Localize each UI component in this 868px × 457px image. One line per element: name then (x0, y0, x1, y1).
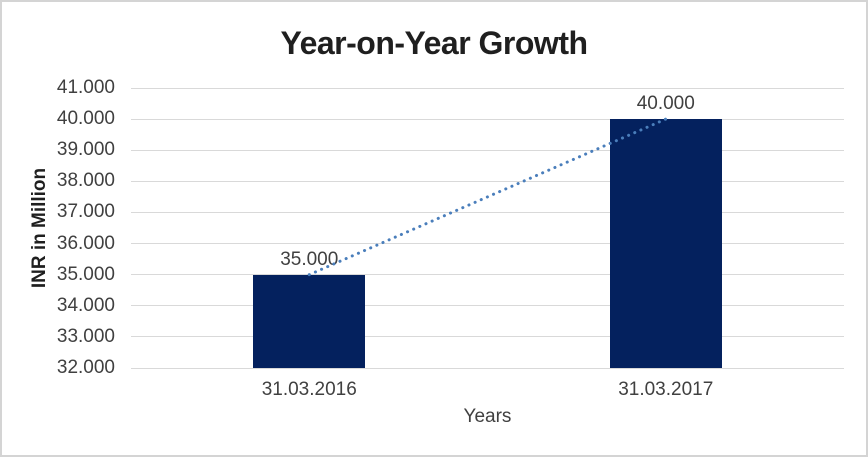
gridline (131, 118, 844, 120)
y-axis-tick-label: 40.000 (56, 108, 115, 130)
y-axis-tick-label: 33.000 (56, 325, 115, 347)
gridline (131, 336, 844, 338)
y-axis-tick-label: 32.000 (56, 357, 115, 378)
gridline (131, 274, 844, 276)
y-axis-tick-label: 36.000 (56, 232, 115, 254)
gridline (131, 149, 844, 151)
y-axis-tick-label: 35.000 (56, 263, 115, 285)
gridline (131, 87, 844, 89)
bar-data-label: 35.000 (280, 248, 339, 270)
gridline (131, 243, 844, 245)
y-axis-tick-label: 39.000 (56, 139, 115, 161)
bar-31.03.2016 (253, 274, 366, 368)
x-axis-tick-label: 31.03.2016 (261, 379, 357, 400)
gridline (131, 305, 844, 307)
gridline (131, 180, 844, 182)
x-axis-tick-label: 31.03.2017 (618, 379, 714, 400)
gridline (131, 367, 844, 369)
y-axis-tick-label: 41.000 (56, 77, 115, 98)
gridline (131, 211, 844, 213)
y-axis-tick-label: 34.000 (56, 294, 115, 316)
y-axis-tick-label: 38.000 (56, 170, 115, 192)
bar-data-label: 40.000 (636, 93, 695, 115)
bar-31.03.2017 (609, 119, 722, 368)
chart-title: Year-on-Year Growth (280, 25, 588, 61)
y-axis-tick-label: 37.000 (56, 201, 115, 223)
x-axis-title: Years (463, 406, 512, 427)
